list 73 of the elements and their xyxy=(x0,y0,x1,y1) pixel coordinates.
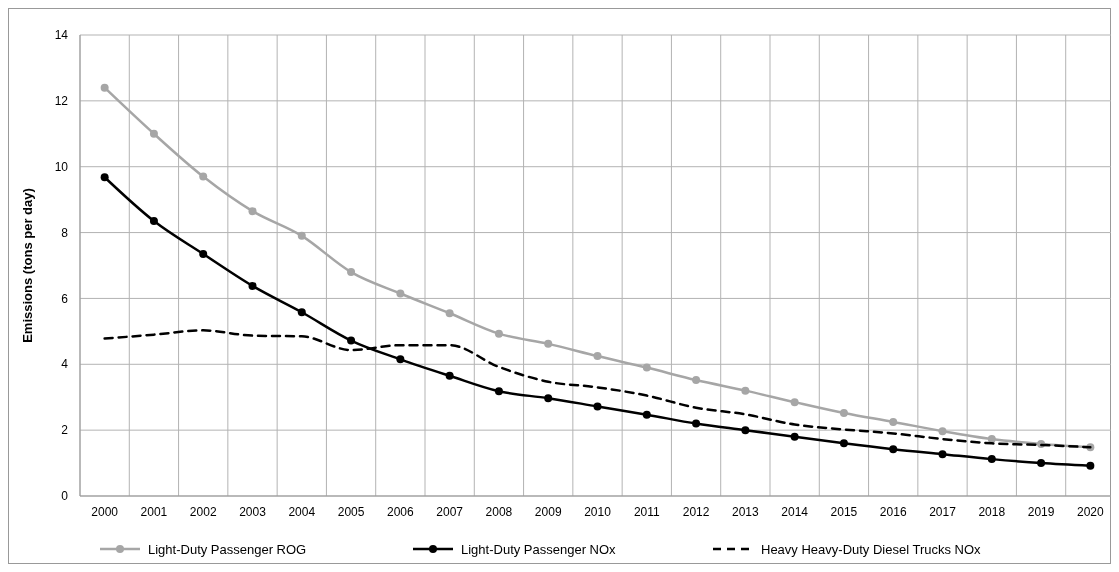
point xyxy=(1086,461,1095,470)
point xyxy=(938,427,947,436)
x-tick-label: 2011 xyxy=(633,505,661,519)
x-tick-label: 2003 xyxy=(239,505,267,519)
point xyxy=(149,217,158,226)
point xyxy=(297,308,306,317)
point xyxy=(987,435,996,444)
legend-label: Light-Duty Passenger ROG xyxy=(148,541,307,557)
point xyxy=(790,432,799,441)
x-tick-label: 2001 xyxy=(140,505,168,519)
x-tick-label: 2019 xyxy=(1027,505,1055,519)
point xyxy=(494,387,503,396)
y-tick-label: 2 xyxy=(61,423,69,438)
x-tick-label: 2012 xyxy=(682,505,710,519)
y-tick-label: 10 xyxy=(54,159,69,174)
point xyxy=(396,289,405,298)
y-tick-label: 6 xyxy=(61,291,69,306)
x-tick-label: 2009 xyxy=(534,505,562,519)
x-tick-label: 2002 xyxy=(189,505,217,519)
point xyxy=(839,439,848,448)
x-tick-label: 2014 xyxy=(781,505,809,519)
point xyxy=(494,329,503,338)
x-tick-label: 2013 xyxy=(732,505,760,519)
point xyxy=(839,409,848,418)
x-tick-label: 2005 xyxy=(337,505,365,519)
point xyxy=(593,402,602,411)
x-tick-label: 2004 xyxy=(288,505,316,519)
x-tick-label: 2017 xyxy=(929,505,957,519)
point xyxy=(100,173,109,182)
point xyxy=(347,336,356,345)
point xyxy=(642,363,651,372)
point xyxy=(889,417,898,426)
x-tick-label: 2018 xyxy=(978,505,1006,519)
point xyxy=(149,129,158,138)
point xyxy=(248,207,257,216)
point xyxy=(100,83,109,92)
y-tick-label: 4 xyxy=(61,357,69,372)
point xyxy=(741,426,750,435)
x-tick-label: 2020 xyxy=(1077,505,1105,519)
y-tick-label: 0 xyxy=(61,489,69,504)
y-tick-label: 12 xyxy=(54,94,69,109)
x-tick-label: 2016 xyxy=(879,505,907,519)
point xyxy=(938,450,947,459)
x-tick-label: 2008 xyxy=(485,505,513,519)
point xyxy=(593,352,602,361)
legend-label: Heavy Heavy-Duty Diesel Trucks NOx xyxy=(761,541,982,557)
x-tick-label: 2010 xyxy=(584,505,612,519)
point xyxy=(544,339,553,348)
point xyxy=(544,394,553,403)
y-tick-label: 14 xyxy=(54,28,69,43)
point xyxy=(1037,459,1046,468)
point xyxy=(692,376,701,385)
x-tick-label: 2007 xyxy=(436,505,464,519)
legend-label: Light-Duty Passenger NOx xyxy=(461,541,617,557)
y-tick-label: 8 xyxy=(61,225,69,240)
point xyxy=(396,355,405,364)
point xyxy=(445,371,454,380)
x-tick-label: 2015 xyxy=(830,505,858,519)
x-tick-label: 2006 xyxy=(387,505,415,519)
point xyxy=(692,419,701,428)
point xyxy=(642,410,651,419)
point xyxy=(987,455,996,464)
point xyxy=(347,268,356,277)
point xyxy=(445,309,454,318)
point xyxy=(741,386,750,395)
y-axis-title: Emissions (tons per day) xyxy=(20,188,35,343)
point xyxy=(199,172,208,181)
point xyxy=(199,249,208,258)
x-tick-label: 2000 xyxy=(91,505,119,519)
point xyxy=(889,445,898,454)
point xyxy=(790,398,799,407)
point xyxy=(248,281,257,290)
point xyxy=(297,231,306,240)
